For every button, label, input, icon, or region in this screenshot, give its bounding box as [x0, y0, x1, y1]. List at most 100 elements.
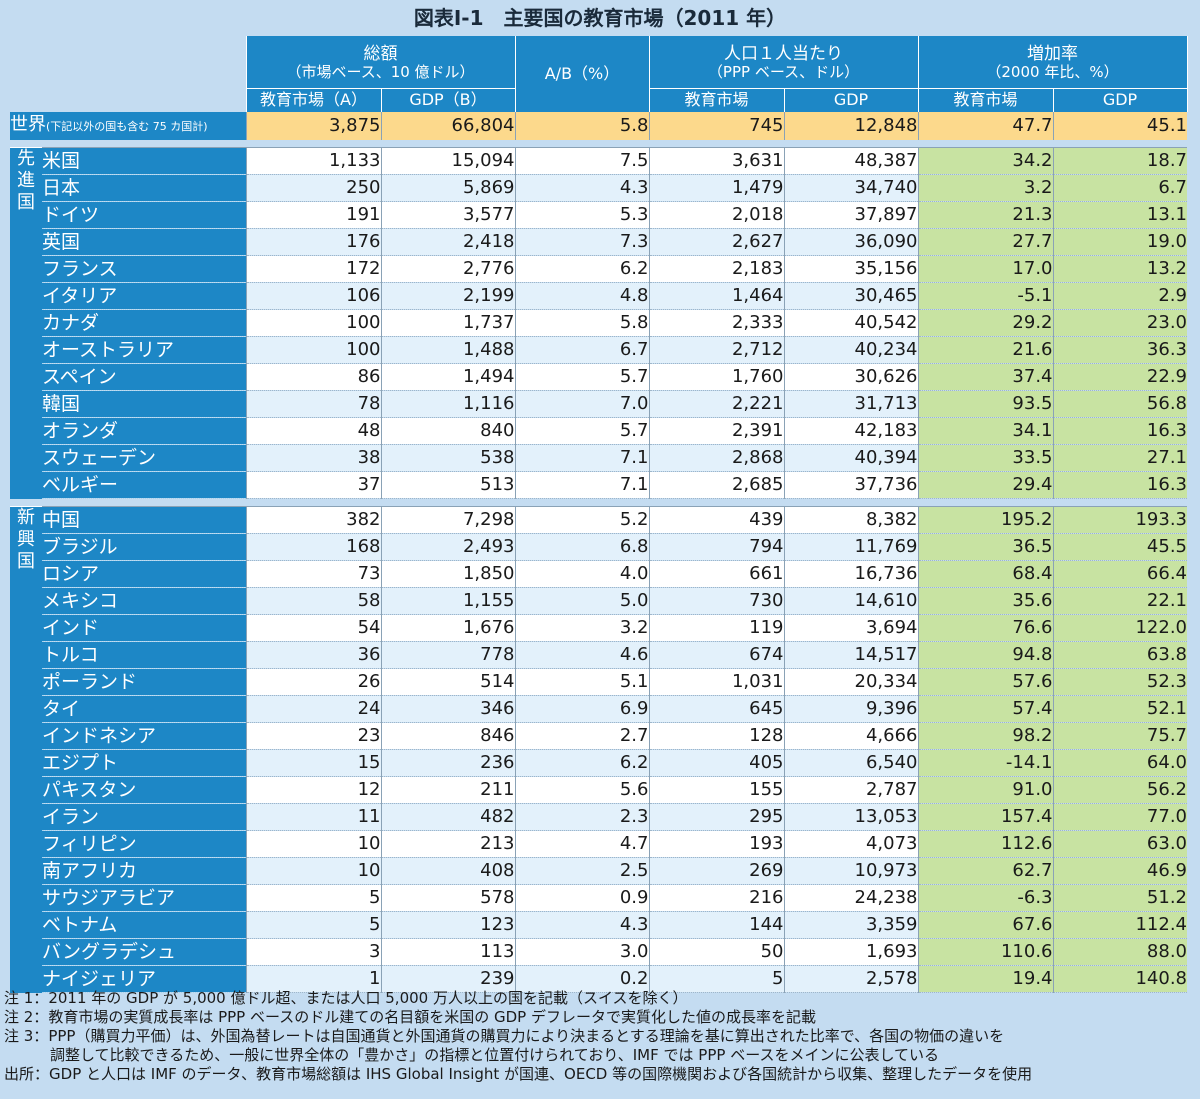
table-row: ドイツ 191 3,577 5.3 2,018 37,897 21.3 13.1 [10, 201, 1187, 229]
table-cell: 88.0 [1052, 938, 1187, 966]
table-row: 新興国 中国 382 7,298 5.2 439 8,382 195.2 193.3 [10, 506, 1187, 993]
table-cell: 176 [245, 228, 381, 256]
country-name: パキスタン [42, 776, 246, 804]
table-row: オランダ 48 840 5.7 2,391 42,183 34.1 16.3 [10, 417, 1187, 445]
table-cell: 216 [648, 884, 784, 912]
table-cell: 5.3 [514, 201, 649, 229]
table-cell: 0.9 [514, 884, 649, 912]
table-cell: 50 [648, 938, 784, 966]
table-row: オーストラリア 100 1,488 6.7 2,712 40,234 21.6 36.3 [10, 336, 1187, 364]
table-cell: 36.3 [1052, 336, 1187, 364]
table-cell: -14.1 [917, 749, 1053, 777]
country-name: 米国 [42, 147, 246, 175]
table-cell: 7.1 [514, 444, 649, 472]
table-cell: 38 [245, 444, 381, 472]
table-cell: -6.3 [917, 884, 1053, 912]
table-cell: 62.7 [917, 857, 1053, 885]
table-cell: 2,578 [783, 965, 918, 993]
table-cell: 100 [245, 336, 381, 364]
note-text: 2011 年の GDP が 5,000 億ドル超、または人口 5,000 万人以… [48, 989, 688, 1007]
table-cell: 31,713 [783, 390, 918, 418]
table-cell: 19.4 [917, 965, 1053, 993]
table-cell: 21.6 [917, 336, 1053, 364]
country-name: 英国 [42, 228, 246, 256]
header-percap-line2: （PPP ベース、ドル） [707, 62, 860, 81]
table-cell: 346 [380, 695, 515, 723]
table-cell: 52.3 [1052, 668, 1187, 696]
table-cell: 513 [380, 471, 515, 499]
world-note: (下記以外の国も含む 75 カ国計) [46, 120, 208, 133]
table-cell: 3 [245, 938, 381, 966]
table-cell: 16,736 [783, 560, 918, 588]
table-cell: 1,760 [648, 363, 784, 391]
table-cell: 661 [648, 560, 784, 588]
country-name: サウジアラビア [42, 884, 246, 912]
table-cell: 56.8 [1052, 390, 1187, 418]
note-text: PPP（購買力平価）は、外国為替レートは自国通貨と外国通貨の購買力により決まると… [48, 1027, 1005, 1045]
table-cell: 17.0 [917, 255, 1053, 283]
table-cell: 33.5 [917, 444, 1053, 472]
table-cell: 1,488 [380, 336, 515, 364]
table-cell: 4.8 [514, 282, 649, 310]
country-name: ナイジェリア [42, 965, 246, 993]
table-cell: 9,396 [783, 695, 918, 723]
table-cell: 168 [245, 533, 381, 561]
table-cell: 2,685 [648, 471, 784, 499]
table-cell: 5.2 [514, 506, 649, 534]
country-name: エジプト [42, 749, 246, 777]
table-cell: 4.0 [514, 560, 649, 588]
table-cell: 57.4 [917, 695, 1053, 723]
table-cell: 1,155 [380, 587, 515, 615]
table-cell: 191 [245, 201, 381, 229]
table-cell: 40,394 [783, 444, 918, 472]
country-name: タイ [42, 695, 246, 723]
table-cell: 2,183 [648, 255, 784, 283]
table-cell: 30,465 [783, 282, 918, 310]
table-cell: -5.1 [917, 282, 1053, 310]
section-spacer [10, 140, 1187, 148]
note-text: 教育市場の実質成長率は PPP ベースのドル建ての名目額を米国の GDP デフレ… [48, 1008, 816, 1026]
table-cell: 2,418 [380, 228, 515, 256]
country-name: インドネシア [42, 722, 246, 750]
table-row: インドネシア 23 846 2.7 128 4,666 98.2 75.7 [10, 722, 1187, 750]
table-cell: 11 [245, 803, 381, 831]
table-cell: 3,631 [648, 147, 784, 175]
education-market-table: 総額 （市場ベース、10 億ドル） A/B（%） 人口１人当たり （PPP ベー… [10, 36, 1188, 993]
table-cell: 1,116 [380, 390, 515, 418]
section-label: 先進国 [10, 147, 42, 499]
table-cell: 40,234 [783, 336, 918, 364]
table-cell: 36 [245, 641, 381, 669]
table-cell: 10 [245, 857, 381, 885]
table-cell: 4.6 [514, 641, 649, 669]
country-name: フィリピン [42, 830, 246, 858]
header-gdp-b: GDP（B） [380, 87, 516, 112]
header-total-line1: 総額 [363, 43, 398, 64]
table-cell: 10 [245, 830, 381, 858]
table-cell: 840 [380, 417, 515, 445]
table-cell: 5.8 [514, 309, 649, 337]
table-cell: 6.7 [514, 336, 649, 364]
world-value: 47.7 [917, 112, 1053, 140]
table-cell: 29.4 [917, 471, 1053, 499]
table-cell: 2,627 [648, 228, 784, 256]
table-cell: 1,737 [380, 309, 515, 337]
table-cell: 6.9 [514, 695, 649, 723]
table-cell: 63.8 [1052, 641, 1187, 669]
note-line: 注 3：PPP（購買力平価）は、外国為替レートは自国通貨と外国通貨の購買力により… [4, 1027, 1196, 1046]
table-cell: 439 [648, 506, 784, 534]
table-row: バングラデシュ 3 113 3.0 50 1,693 110.6 88.0 [10, 938, 1187, 966]
table-cell: 1,479 [648, 174, 784, 202]
table-cell: 13,053 [783, 803, 918, 831]
world-value: 66,804 [380, 112, 515, 140]
table-cell: 37 [245, 471, 381, 499]
note-line: 出所：GDP と人口は IMF のデータ、教育市場総額は IHS Global … [4, 1065, 1196, 1084]
world-value: 3,875 [245, 112, 381, 140]
country-name: バングラデシュ [42, 938, 246, 966]
table-cell: 86 [245, 363, 381, 391]
table-row: イタリア 106 2,199 4.8 1,464 30,465 -5.1 2.9 [10, 282, 1187, 310]
table-cell: 119 [648, 614, 784, 642]
header-growth-line1: 増加率 [1027, 43, 1078, 64]
note-line: 注 1：2011 年の GDP が 5,000 億ドル超、または人口 5,000… [4, 989, 1196, 1008]
country-name: イタリア [42, 282, 246, 310]
table-cell: 3.2 [917, 174, 1053, 202]
